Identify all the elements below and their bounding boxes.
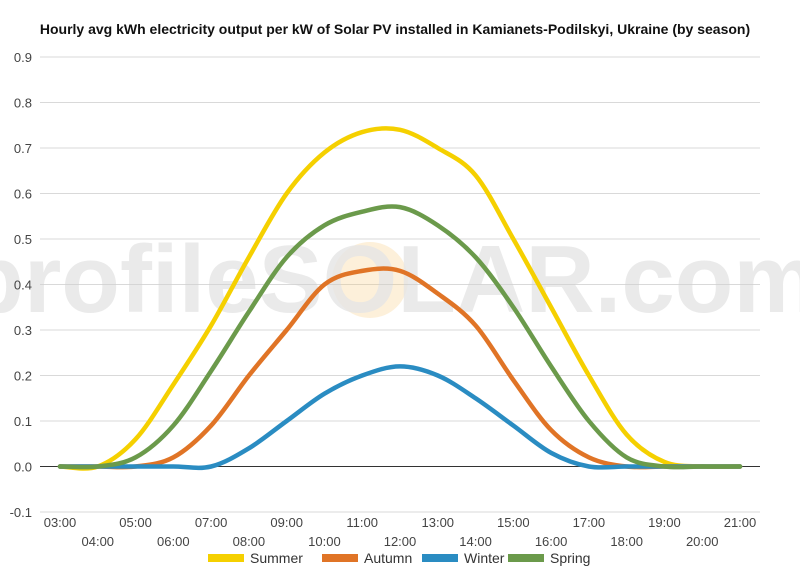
- x-tick-label: 20:00: [686, 534, 719, 549]
- y-tick-label: 0.5: [14, 232, 32, 247]
- legend: Summer Autumn Winter Spring: [208, 550, 590, 566]
- watermark-sun-icon: [332, 242, 408, 318]
- x-tick-label: 14:00: [459, 534, 492, 549]
- x-tick-label: 07:00: [195, 515, 228, 530]
- series-lines: [57, 126, 743, 471]
- y-tick-label: 0.4: [14, 278, 32, 293]
- watermark-text: profileSOLAR.com: [0, 226, 800, 333]
- x-tick-label: 08:00: [233, 534, 266, 549]
- legend-label-winter: Winter: [464, 550, 505, 566]
- legend-label-summer: Summer: [250, 550, 303, 566]
- x-tick-label: 05:00: [119, 515, 152, 530]
- x-tick-label: 11:00: [346, 515, 378, 530]
- y-axis-ticks: -0.1 0.0 0.1 0.2 0.3 0.4 0.5 0.6 0.7 0.8 0.9: [10, 50, 32, 520]
- legend-label-autumn: Autumn: [364, 550, 412, 566]
- y-tick-label: 0.7: [14, 141, 32, 156]
- watermark: profileSOLAR.com: [0, 226, 800, 333]
- y-tick-label: 0.3: [14, 323, 32, 338]
- series-line-summer: [57, 126, 743, 471]
- x-tick-label: 21:00: [724, 515, 757, 530]
- legend-swatch-winter: [422, 554, 458, 562]
- legend-swatch-spring: [508, 554, 544, 562]
- x-tick-label: 18:00: [610, 534, 643, 549]
- y-tick-label: 0.1: [14, 414, 32, 429]
- y-tick-label: 0.0: [14, 460, 32, 475]
- y-tick-label: 0.8: [14, 96, 32, 111]
- x-tick-label: 06:00: [157, 534, 190, 549]
- x-tick-label: 12:00: [384, 534, 417, 549]
- x-tick-label: 15:00: [497, 515, 530, 530]
- y-tick-label: 0.9: [14, 50, 32, 65]
- x-tick-label: 16:00: [535, 534, 568, 549]
- x-tick-label: 03:00: [44, 515, 77, 530]
- x-tick-label: 17:00: [573, 515, 606, 530]
- chart-title: Hourly avg kWh electricity output per kW…: [40, 21, 750, 37]
- y-tick-label: 0.6: [14, 187, 32, 202]
- series-line-spring: [57, 204, 743, 470]
- series-line-winter: [57, 364, 743, 471]
- x-tick-label: 04:00: [82, 534, 115, 549]
- x-axis-ticks: 03:00 04:00 05:00 06:00 07:00 08:00 09:00 10:00…: [44, 515, 757, 549]
- y-tick-label: -0.1: [10, 505, 32, 520]
- legend-swatch-autumn: [322, 554, 358, 562]
- y-tick-label: 0.2: [14, 369, 32, 384]
- x-tick-label: 09:00: [270, 515, 303, 530]
- x-tick-label: 10:00: [308, 534, 341, 549]
- legend-swatch-summer: [208, 554, 244, 562]
- x-tick-label: 19:00: [648, 515, 681, 530]
- legend-label-spring: Spring: [550, 550, 590, 566]
- x-tick-label: 13:00: [422, 515, 455, 530]
